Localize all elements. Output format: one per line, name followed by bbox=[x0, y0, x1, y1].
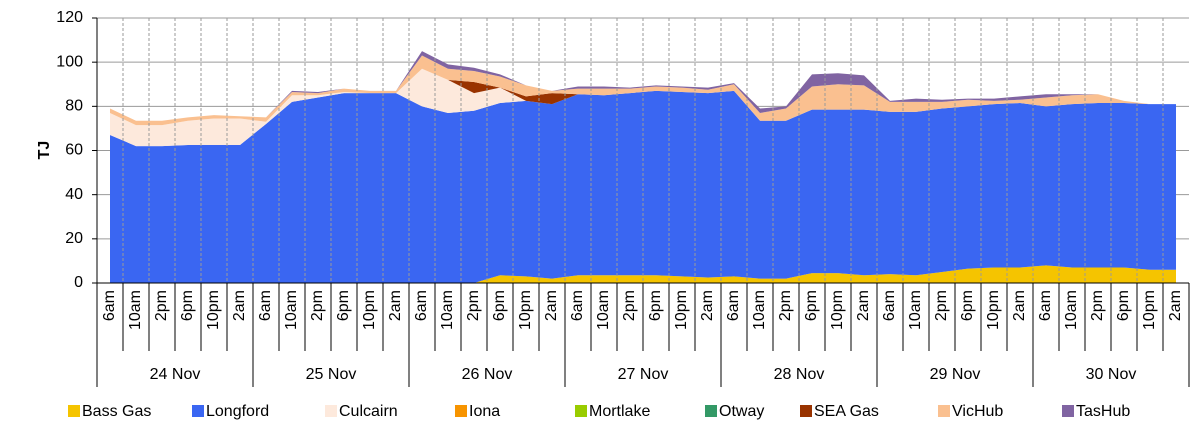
x-tick-label: 6am bbox=[257, 290, 274, 321]
y-tick-label: 80 bbox=[65, 98, 83, 115]
x-tick-label: 2am bbox=[1011, 290, 1028, 321]
x-tick-label: 10pm bbox=[829, 290, 846, 330]
x-tick-label: 10pm bbox=[205, 290, 222, 330]
legend-swatch bbox=[800, 405, 812, 417]
x-tick-label: 10am bbox=[283, 290, 300, 330]
x-tick-label: 2am bbox=[1167, 290, 1184, 321]
x-tick-label: 6am bbox=[1037, 290, 1054, 321]
x-tick-label: 2pm bbox=[153, 290, 170, 321]
x-tick-label: 10pm bbox=[361, 290, 378, 330]
y-tick-label: 120 bbox=[56, 9, 83, 26]
legend-label: TasHub bbox=[1076, 403, 1130, 420]
x-tick-label: 6pm bbox=[491, 290, 508, 321]
y-tick-label: 20 bbox=[65, 230, 83, 247]
legend-label: Otway bbox=[719, 403, 764, 420]
x-tick-label: 10am bbox=[1063, 290, 1080, 330]
legend-label: SEA Gas bbox=[814, 403, 879, 420]
x-tick-label: 10pm bbox=[1141, 290, 1158, 330]
x-tick-label: 6am bbox=[569, 290, 586, 321]
legend-label: Culcairn bbox=[339, 403, 398, 420]
legend-label: Iona bbox=[469, 403, 500, 420]
x-tick-label: 2am bbox=[387, 290, 404, 321]
x-tick-label: 10pm bbox=[673, 290, 690, 330]
y-tick-label: 100 bbox=[56, 53, 83, 70]
x-tick-label: 6pm bbox=[959, 290, 976, 321]
legend-swatch bbox=[68, 405, 80, 417]
x-group-label: 26 Nov bbox=[462, 366, 513, 383]
x-tick-label: 6am bbox=[881, 290, 898, 321]
legend-swatch bbox=[938, 405, 950, 417]
x-tick-label: 2pm bbox=[1089, 290, 1106, 321]
legend-swatch bbox=[192, 405, 204, 417]
x-group-label: 27 Nov bbox=[618, 366, 669, 383]
x-tick-label: 10am bbox=[595, 290, 612, 330]
y-tick-label: 40 bbox=[65, 186, 83, 203]
area bbox=[110, 68, 1176, 147]
x-group-label: 29 Nov bbox=[930, 366, 981, 383]
area bbox=[110, 90, 1176, 283]
x-tick-label: 6pm bbox=[803, 290, 820, 321]
x-tick-label: 10am bbox=[127, 290, 144, 330]
legend-label: Bass Gas bbox=[82, 403, 151, 420]
x-tick-label: 6pm bbox=[335, 290, 352, 321]
area bbox=[110, 265, 1176, 283]
x-tick-label: 2am bbox=[231, 290, 248, 321]
x-tick-label: 2pm bbox=[777, 290, 794, 321]
x-tick-label: 2pm bbox=[621, 290, 638, 321]
y-tick-label: 60 bbox=[65, 142, 83, 159]
x-tick-label: 6pm bbox=[1115, 290, 1132, 321]
x-tick-label: 6am bbox=[725, 290, 742, 321]
x-group-label: 25 Nov bbox=[306, 366, 357, 383]
legend-swatch bbox=[325, 405, 337, 417]
x-group-label: 30 Nov bbox=[1086, 366, 1137, 383]
x-tick-label: 10am bbox=[439, 290, 456, 330]
legend-swatch bbox=[575, 405, 587, 417]
x-tick-label: 6am bbox=[413, 290, 430, 321]
legend-label: Mortlake bbox=[589, 403, 650, 420]
x-tick-label: 2am bbox=[699, 290, 716, 321]
legend-swatch bbox=[1062, 405, 1074, 417]
x-group-label: 28 Nov bbox=[774, 366, 825, 383]
x-tick-label: 10am bbox=[751, 290, 768, 330]
y-axis-label: TJ bbox=[36, 141, 53, 160]
legend-swatch bbox=[455, 405, 467, 417]
x-tick-label: 2am bbox=[855, 290, 872, 321]
x-tick-label: 10am bbox=[907, 290, 924, 330]
x-tick-label: 6pm bbox=[647, 290, 664, 321]
y-tick-label: 0 bbox=[74, 274, 83, 291]
x-tick-label: 10pm bbox=[985, 290, 1002, 330]
legend-label: VicHub bbox=[952, 403, 1003, 420]
x-tick-label: 10pm bbox=[517, 290, 534, 330]
x-tick-label: 2pm bbox=[933, 290, 950, 321]
legend-swatch bbox=[705, 405, 717, 417]
x-tick-label: 2pm bbox=[309, 290, 326, 321]
x-tick-label: 6pm bbox=[179, 290, 196, 321]
legend-label: Longford bbox=[206, 403, 269, 420]
x-group-label: 24 Nov bbox=[150, 366, 201, 383]
x-tick-label: 6am bbox=[101, 290, 118, 321]
x-tick-label: 2am bbox=[543, 290, 560, 321]
x-tick-label: 2pm bbox=[465, 290, 482, 321]
